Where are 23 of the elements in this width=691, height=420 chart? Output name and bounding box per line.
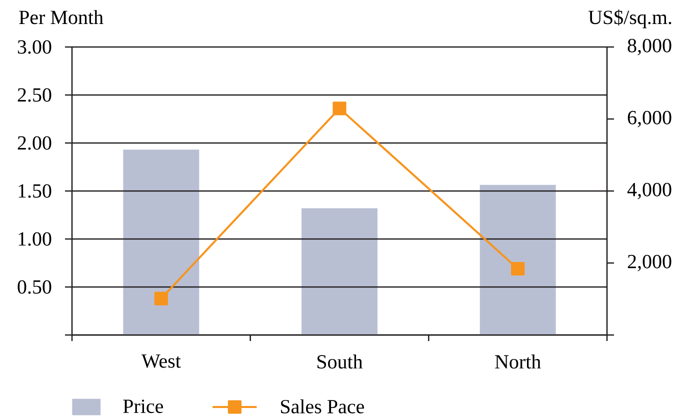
bar: [480, 184, 556, 335]
legend-label: Sales Pace: [281, 399, 364, 414]
y-tick-label: 3.00: [18, 40, 52, 54]
bar: [302, 208, 378, 335]
y2-axis-title: US$/sq.m.: [588, 9, 672, 28]
point: [332, 102, 346, 116]
y2-tick-label: 6,000: [628, 110, 672, 128]
y2-tick-label: 8,000: [628, 38, 672, 56]
y-tick-label: 0.50: [18, 280, 52, 294]
point: [154, 292, 168, 306]
x-tick-label: South: [318, 354, 363, 369]
x-tick-label: West: [141, 354, 181, 368]
legend-label: Price: [123, 400, 164, 414]
y-tick-label: 2.50: [18, 88, 52, 102]
x-tick-label: North: [495, 354, 541, 369]
y-axis-title: Per Month: [19, 10, 104, 24]
bar: [123, 150, 200, 335]
y-tick-label: 1.50: [18, 184, 52, 198]
y2-tick-label: 2,000: [628, 254, 672, 272]
point: [511, 262, 525, 276]
y-tick-label: 2.00: [18, 136, 52, 150]
y2-tick-label: 4,000: [627, 182, 672, 200]
y-tick-label: 1.00: [18, 232, 52, 246]
